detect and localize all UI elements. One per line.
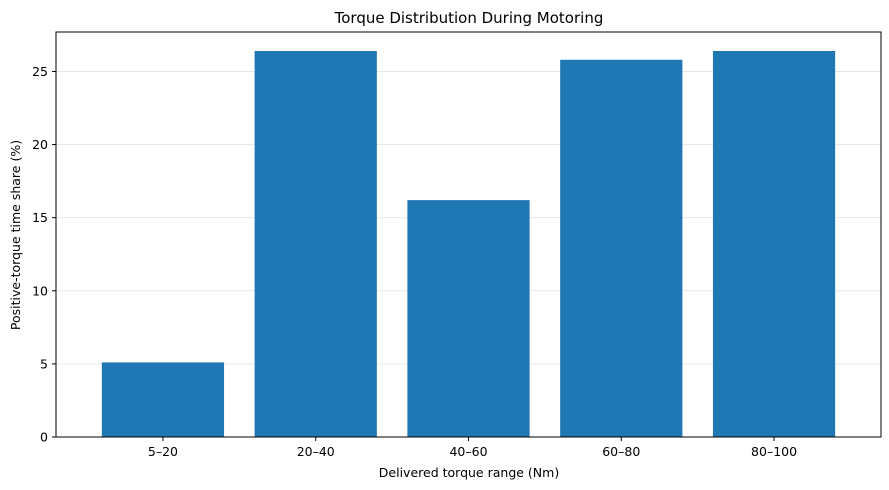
y-tick-label: 20 (32, 137, 48, 152)
bars (101, 51, 836, 437)
bar-80–100 (712, 51, 836, 437)
bar-40–60 (407, 200, 530, 437)
x-tick-label: 60–80 (602, 444, 640, 459)
x-axis-label: Delivered torque range (Nm) (379, 465, 559, 480)
y-tick-label: 10 (32, 283, 48, 298)
x-tick-label: 40–60 (449, 444, 487, 459)
bar-5–20 (101, 362, 225, 437)
bar-60–80 (560, 59, 683, 437)
x-tick-label: 20–40 (297, 444, 335, 459)
y-ticks: 0 5 10 15 20 25 (32, 64, 56, 445)
y-tick-label: 0 (40, 430, 48, 445)
x-ticks: 5–20 20–40 40–60 60–80 80–100 (148, 437, 797, 459)
y-tick-label: 5 (40, 356, 48, 371)
x-tick-label: 80–100 (751, 444, 797, 459)
bar-20–40 (254, 51, 377, 437)
y-tick-label: 15 (32, 210, 48, 225)
y-axis-label: Positive-torque time share (%) (8, 140, 23, 330)
x-tick-label: 5–20 (148, 444, 178, 459)
chart-title: Torque Distribution During Motoring (334, 9, 604, 27)
y-tick-label: 25 (32, 64, 48, 79)
